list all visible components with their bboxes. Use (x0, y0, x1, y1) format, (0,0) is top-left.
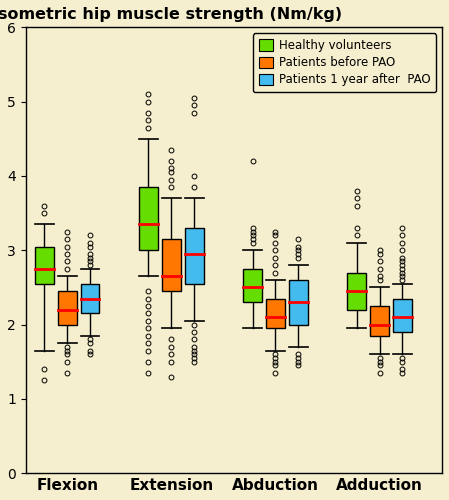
Bar (243, 269, 262, 302)
Bar (185, 228, 203, 283)
Bar (35, 246, 54, 284)
Bar (393, 298, 412, 332)
Bar (266, 298, 285, 328)
Legend: Healthy volunteers, Patients before PAO, Patients 1 year after  PAO: Healthy volunteers, Patients before PAO,… (253, 33, 436, 92)
Bar (139, 187, 158, 250)
Bar (162, 239, 180, 291)
Bar (347, 272, 366, 310)
Bar (370, 306, 389, 336)
Bar (289, 280, 308, 324)
Bar (58, 291, 77, 324)
Bar (81, 284, 100, 314)
Text: Isometric hip muscle strength (Nm/kg): Isometric hip muscle strength (Nm/kg) (0, 7, 342, 22)
